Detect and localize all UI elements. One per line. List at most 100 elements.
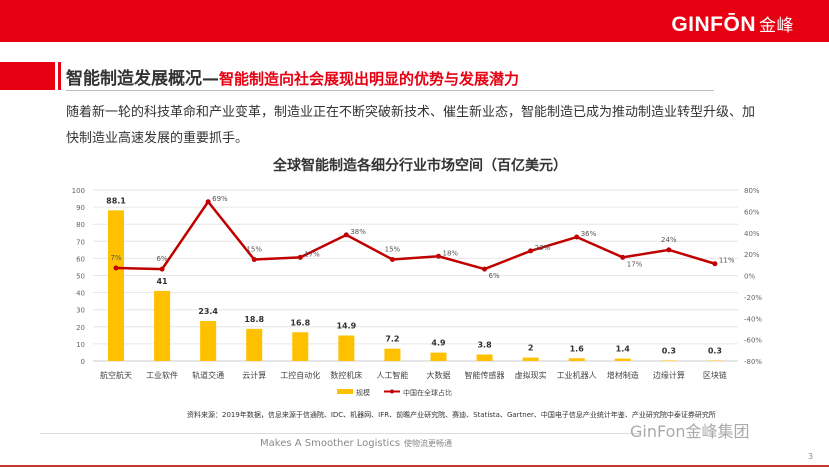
line-point [205,199,211,205]
bar [200,320,217,361]
line-label: 69% [212,195,228,203]
bar-label: 14.9 [336,322,356,331]
bar-label: 2 [528,344,534,353]
bar [522,357,539,361]
line-point [574,234,580,240]
x-tick-label: 云计算 [242,370,266,380]
bar [292,332,309,361]
line-label: 18% [442,249,458,257]
x-tick-label: 大数据 [426,370,450,380]
bar [338,335,355,361]
x-tick-label: 人工智能 [376,370,408,380]
page-subtitle: 智能制造向社会展现出明显的优势与发展潜力 [219,70,520,88]
bar [246,328,263,361]
x-tick-label: 边缘计算 [653,370,685,380]
line-point [159,266,165,272]
y-tick-label: 90 [76,204,85,212]
chart-title: 全球智能制造各细分行业市场空间（百亿美元） [272,157,567,174]
share-line [115,199,716,271]
line-label: 23% [535,244,551,252]
bar-label: 0.3 [662,346,676,355]
line-point [343,232,349,238]
y-tick-label: 70 [76,238,85,246]
x-tick-label: 区块链 [703,370,727,380]
bar-label: 16.8 [290,318,310,327]
line-point [389,256,395,262]
bar-label: 1.4 [616,345,631,354]
line-point [482,266,488,272]
line-label: 17% [304,250,320,258]
line-point [528,248,534,254]
y2-tick-label: -60% [744,337,762,345]
line-point [297,254,303,260]
line-point [113,265,119,271]
y2-tick-label: 60% [744,208,760,216]
bar-label: 18.8 [244,315,264,324]
bar [660,360,677,361]
bar-label: 7.2 [385,335,399,344]
header-bar: GINFŌN 金峰 [0,0,829,42]
data-source: 资料来源：2019年数据，信息来源于信通院、IDC、机器网、IFR、前瞻产业研究… [187,411,716,419]
x-tick-label: 工业机器人 [557,370,597,380]
x-tick-label: 轨道交通 [192,370,224,380]
y-tick-label: 30 [76,307,85,315]
line-label: 15% [385,245,401,253]
line-point [712,261,718,267]
x-tick-label: 增材制造 [607,370,639,380]
line-label: 7% [110,254,121,262]
footer-slogan: Makes A Smoother Logistics 使物流更畅通 [260,438,453,449]
title-accent [0,62,55,90]
x-tick-label: 工控自动化 [280,370,320,380]
line-label: 38% [350,228,366,236]
bar [108,210,124,361]
bar-label: 3.8 [477,341,492,350]
y2-tick-label: -80% [744,358,762,366]
y-tick-label: 10 [76,341,85,349]
y-tick-label: 60 [76,255,85,263]
bar-label: 0.3 [708,346,722,355]
line-label: 6% [489,272,500,280]
bar-label: 4.9 [431,339,446,348]
legend-bar-label: 规模 [356,388,370,397]
line-point [435,253,441,259]
bar [476,354,493,361]
x-tick-label: 数控机床 [330,370,362,380]
line-label: 17% [627,260,643,268]
title-accent-line [58,62,61,90]
y2-tick-label: 20% [744,251,760,259]
line-point [666,247,672,253]
y-tick-label: 50 [76,273,85,281]
bar-label: 88.1 [106,196,126,205]
y2-tick-label: -20% [744,294,762,302]
bar [430,352,447,361]
bar [614,358,631,361]
y2-tick-label: 80% [744,187,760,195]
bar [706,360,723,361]
y-tick-label: 100 [72,187,85,195]
legend-line-label: 中国在全球占比 [403,388,452,397]
ginfon-logo: GINFŌN 金峰 [671,13,794,36]
x-tick-label: 虚拟现实 [515,370,547,380]
wechat-watermark: GinFon金峰集团 [630,422,750,441]
line-label: 6% [157,255,168,263]
line-label: 11% [719,257,735,265]
x-tick-label: 智能传感器 [465,370,505,380]
bar [384,348,401,361]
page-title: 智能制造发展概况—智能制造向社会展现出明显的优势与发展潜力 [66,69,520,89]
line-point [251,256,257,262]
y-tick-label: 20 [76,324,85,332]
x-tick-label: 工业软件 [146,370,178,380]
legend-line-marker [390,389,394,394]
y2-tick-label: -40% [744,315,762,323]
footer-line [0,465,829,467]
page-number: 3 [808,452,814,461]
y-tick-label: 40 [76,290,85,298]
y-tick-label: 0 [81,358,85,366]
y-tick-label: 80 [76,221,85,229]
line-point [620,254,626,260]
line-label: 36% [581,230,597,238]
bar-label: 23.4 [198,307,218,316]
bar-label: 1.6 [570,344,585,353]
bar-label: 41 [156,277,168,286]
